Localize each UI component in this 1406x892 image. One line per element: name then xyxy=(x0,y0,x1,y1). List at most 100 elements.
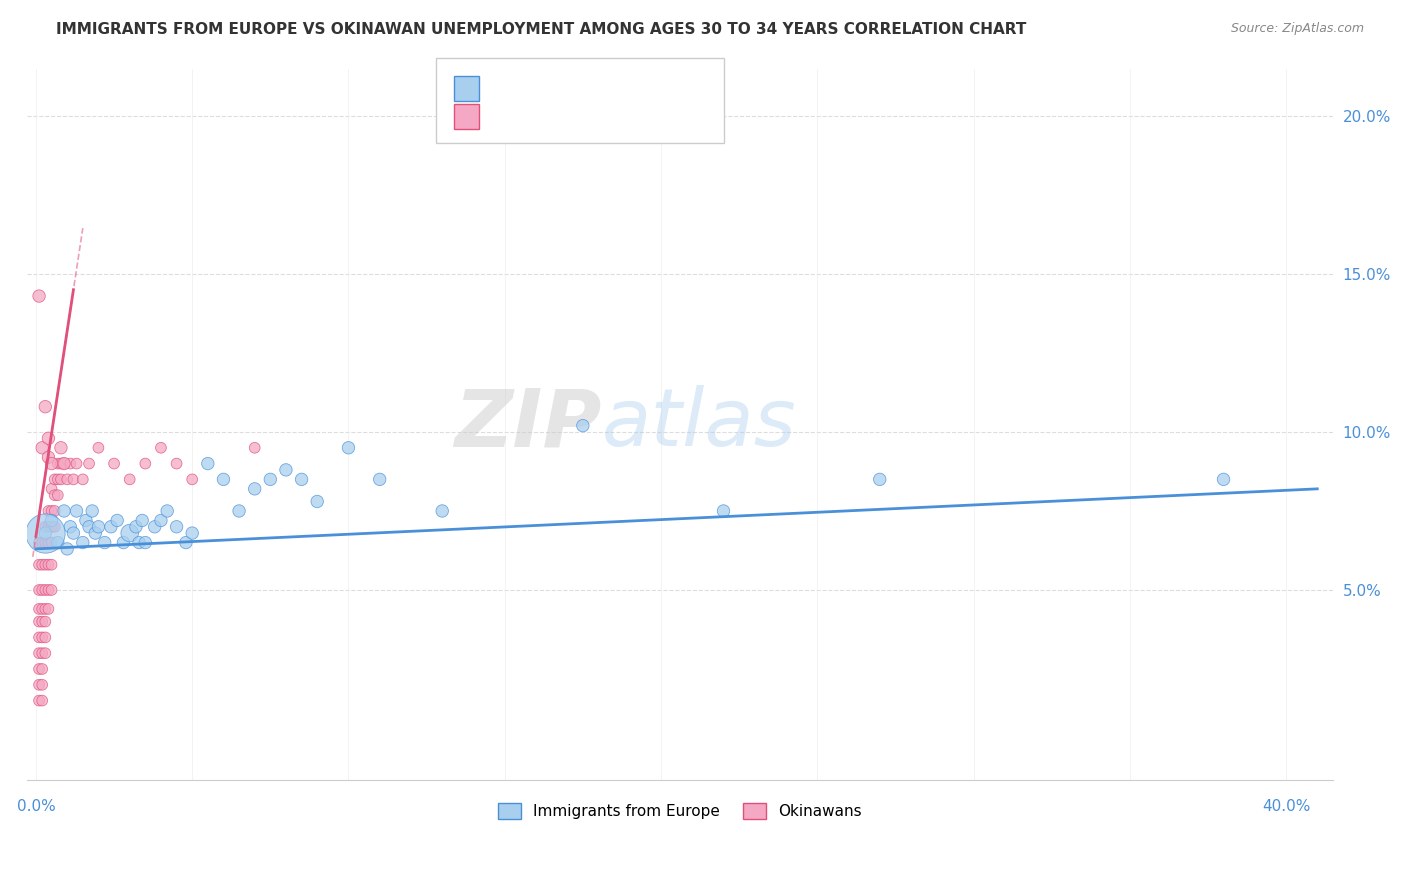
Point xyxy=(243,482,266,496)
Point xyxy=(31,662,53,676)
Point xyxy=(37,535,59,549)
Point xyxy=(59,457,82,471)
Point xyxy=(274,463,297,477)
Point xyxy=(72,535,94,549)
Point xyxy=(713,504,735,518)
Point xyxy=(41,520,63,534)
Point xyxy=(59,520,82,534)
Text: 0.0%: 0.0% xyxy=(17,798,55,814)
Point xyxy=(84,526,107,541)
Point xyxy=(93,535,115,549)
Point xyxy=(34,602,56,616)
Point xyxy=(46,472,69,486)
Point xyxy=(197,457,219,471)
Point xyxy=(34,558,56,572)
Point xyxy=(49,472,72,486)
Text: 40.0%: 40.0% xyxy=(1261,798,1310,814)
Point xyxy=(37,431,59,445)
Point xyxy=(134,535,156,549)
Point xyxy=(77,520,100,534)
Point xyxy=(31,558,53,572)
Point xyxy=(37,450,59,465)
Point xyxy=(572,418,595,433)
Point xyxy=(1212,472,1234,486)
Point xyxy=(28,558,51,572)
Point xyxy=(28,631,51,645)
Point xyxy=(143,520,166,534)
Point xyxy=(44,520,66,534)
Point xyxy=(28,646,51,660)
Text: R = 0.207    N = 44: R = 0.207 N = 44 xyxy=(486,71,648,87)
Point xyxy=(31,441,53,455)
Point xyxy=(34,526,56,541)
Point xyxy=(869,472,891,486)
Point xyxy=(41,558,63,572)
Point xyxy=(28,693,51,707)
Point xyxy=(46,535,69,549)
Point xyxy=(228,504,250,518)
Point xyxy=(62,526,84,541)
Point xyxy=(128,535,150,549)
Text: atlas: atlas xyxy=(602,385,796,463)
Point xyxy=(37,520,59,534)
Point xyxy=(118,526,141,541)
Point xyxy=(125,520,148,534)
Point xyxy=(44,488,66,502)
Point xyxy=(87,441,110,455)
Point xyxy=(34,631,56,645)
Point xyxy=(41,513,63,527)
Point xyxy=(28,535,51,549)
Point xyxy=(31,535,53,549)
Point xyxy=(118,472,141,486)
Point xyxy=(72,472,94,486)
Point xyxy=(28,582,51,597)
Text: IMMIGRANTS FROM EUROPE VS OKINAWAN UNEMPLOYMENT AMONG AGES 30 TO 34 YEARS CORREL: IMMIGRANTS FROM EUROPE VS OKINAWAN UNEMP… xyxy=(56,22,1026,37)
Point xyxy=(53,457,76,471)
Point xyxy=(31,646,53,660)
Point xyxy=(44,472,66,486)
Point xyxy=(37,558,59,572)
Point xyxy=(37,582,59,597)
Point xyxy=(131,513,153,527)
Point xyxy=(34,526,56,541)
Point xyxy=(156,504,179,518)
Text: R = 0.427    N = 64: R = 0.427 N = 64 xyxy=(486,105,648,120)
Point xyxy=(41,582,63,597)
Point xyxy=(31,693,53,707)
Point xyxy=(41,482,63,496)
Point xyxy=(41,535,63,549)
Point xyxy=(56,472,79,486)
Point xyxy=(34,400,56,414)
Point xyxy=(65,504,87,518)
Point xyxy=(174,535,197,549)
Point xyxy=(112,535,135,549)
Point xyxy=(34,615,56,629)
Point xyxy=(37,602,59,616)
Point xyxy=(41,457,63,471)
Point xyxy=(290,472,312,486)
Point xyxy=(181,526,204,541)
Point xyxy=(49,441,72,455)
Point xyxy=(62,472,84,486)
Point xyxy=(166,520,188,534)
Point xyxy=(46,457,69,471)
Point xyxy=(56,541,79,556)
Point xyxy=(34,520,56,534)
Point xyxy=(307,494,329,508)
Point xyxy=(34,582,56,597)
Point xyxy=(166,457,188,471)
Point xyxy=(46,488,69,502)
Point xyxy=(53,504,76,518)
Point xyxy=(31,582,53,597)
Text: ZIP: ZIP xyxy=(454,385,602,463)
Point xyxy=(368,472,391,486)
Point xyxy=(31,602,53,616)
Point xyxy=(34,646,56,660)
Point xyxy=(28,289,51,303)
Point xyxy=(44,504,66,518)
Point xyxy=(337,441,360,455)
Point xyxy=(432,504,454,518)
Point xyxy=(100,520,122,534)
Point xyxy=(65,457,87,471)
Point xyxy=(41,504,63,518)
